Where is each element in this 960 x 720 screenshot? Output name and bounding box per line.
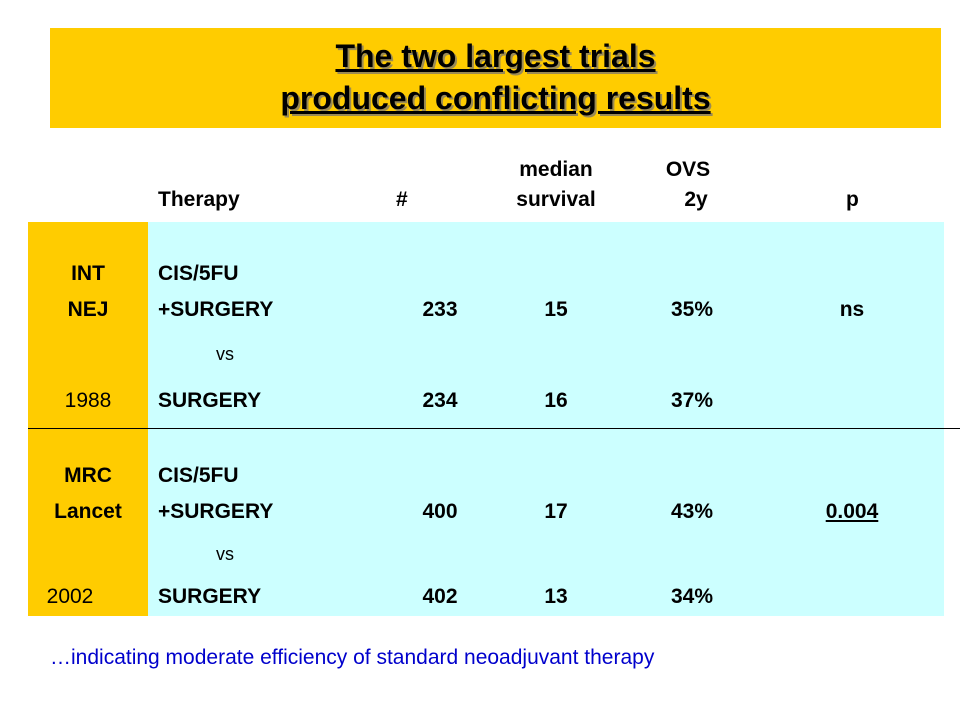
arm1-therapy-line-2: +SURGERY [158, 298, 274, 321]
vs-label: vs [216, 344, 234, 364]
arm2-ovs: 34% [670, 585, 714, 608]
arm2-therapy: SURGERY [158, 389, 262, 412]
title-banner: The two largest trials produced conflict… [50, 28, 941, 128]
header-ovs-1: OVS [665, 158, 711, 181]
arm1-median: 15 [544, 298, 568, 321]
arm2-median: 13 [544, 585, 568, 608]
header-p: p [846, 188, 859, 211]
arm1-median: 17 [544, 500, 568, 523]
trial-year: 1988 [64, 389, 112, 412]
arm1-ovs: 35% [670, 298, 714, 321]
trial-table-band [148, 222, 944, 616]
arm2-median: 16 [544, 389, 568, 412]
trial-p-value: ns [839, 298, 865, 321]
header-count: # [396, 188, 408, 211]
trial-label-band [28, 222, 148, 616]
arm1-therapy-line-1: CIS/5FU [158, 464, 239, 487]
header-median-1: median [519, 158, 593, 181]
header-ovs-2: 2y [684, 188, 708, 211]
trial-label-line-2: NEJ [67, 298, 109, 321]
trial-label-line-2: Lancet [54, 500, 122, 523]
arm1-ovs: 43% [670, 500, 714, 523]
arm1-count: 233 [422, 298, 458, 321]
title-line-2: produced conflicting results [280, 80, 711, 116]
footnote: …indicating moderate efficiency of stand… [50, 646, 655, 669]
trial-divider [28, 428, 960, 429]
arm2-therapy: SURGERY [158, 585, 262, 608]
title-line-1: The two largest trials [335, 38, 656, 74]
arm2-count: 234 [422, 389, 458, 412]
header-therapy: Therapy [158, 188, 240, 211]
arm1-therapy-line-1: CIS/5FU [158, 262, 239, 285]
arm1-therapy-line-2: +SURGERY [158, 500, 274, 523]
arm2-ovs: 37% [670, 389, 714, 412]
trial-year: 2002 [46, 585, 94, 608]
vs-label: vs [216, 544, 234, 564]
trial-label-line-1: MRC [64, 464, 112, 487]
trial-p-value: 0.004 [825, 500, 879, 523]
trial-label-line-1: INT [71, 262, 105, 285]
header-median-2: survival [516, 188, 596, 211]
arm1-count: 400 [422, 500, 458, 523]
arm2-count: 402 [422, 585, 458, 608]
